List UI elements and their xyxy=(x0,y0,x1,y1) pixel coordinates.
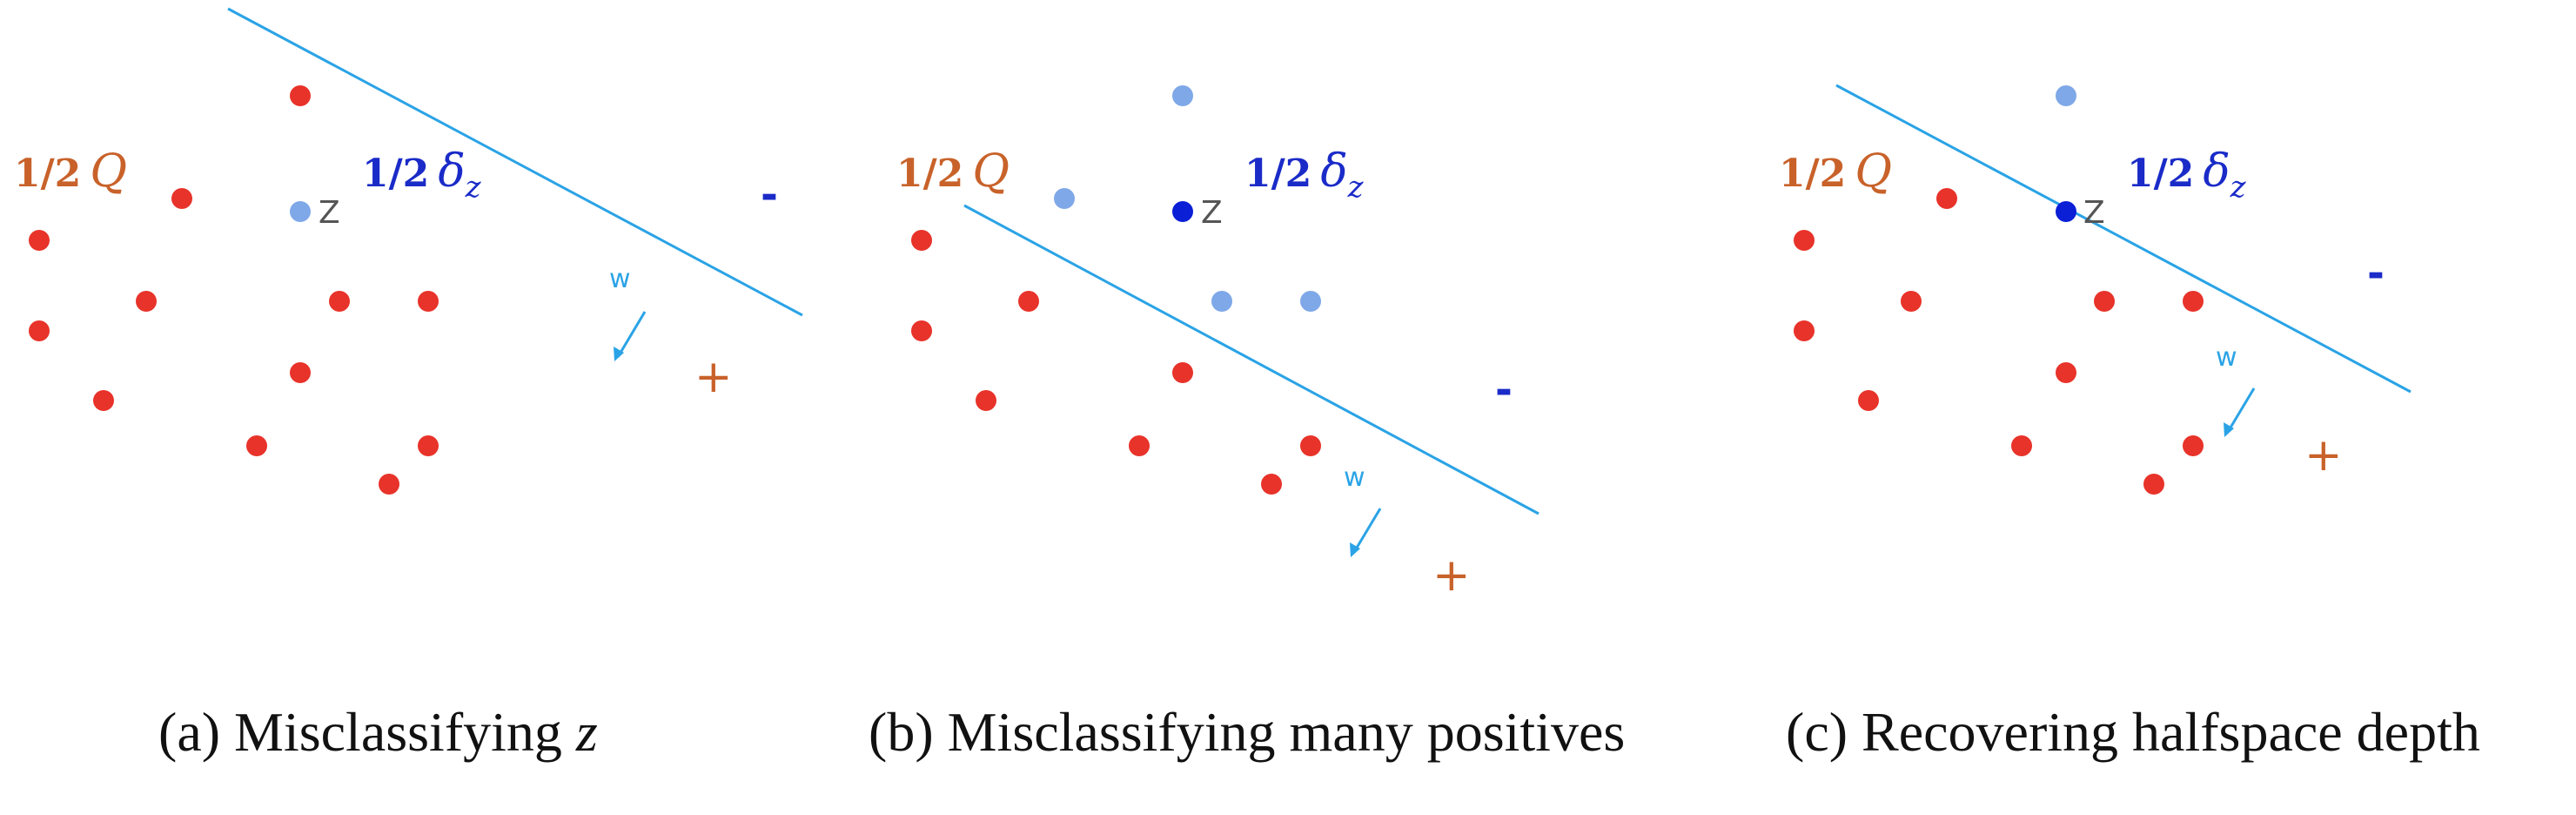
minus-sign: - xyxy=(761,171,778,219)
panel-a: Z 1/2 Q 1/2 δz - w + (a) Misclassifying z xyxy=(14,7,803,763)
negative-point xyxy=(2094,291,2115,312)
plus-sign: + xyxy=(1432,549,1471,602)
negative-point xyxy=(329,291,350,312)
plus-sign: + xyxy=(2304,429,2343,482)
minus-sign: - xyxy=(2367,249,2385,298)
separating-hyperplane xyxy=(227,7,803,317)
plus-sign: + xyxy=(694,351,733,403)
delta-z-label: 1/2 δz xyxy=(2127,145,2247,205)
positive-point xyxy=(1211,291,1232,312)
q-label: 1/2 Q xyxy=(14,145,127,198)
negative-point xyxy=(1300,435,1321,456)
w-label: w xyxy=(1344,462,1365,493)
negative-point xyxy=(29,320,50,341)
negative-point xyxy=(2183,435,2204,456)
q-label: 1/2 Q xyxy=(896,145,1010,198)
negative-point xyxy=(418,291,439,312)
point-z xyxy=(290,201,311,222)
negative-point xyxy=(2183,291,2204,312)
negative-point xyxy=(1794,230,1815,251)
positive-point xyxy=(2056,85,2076,106)
positive-point xyxy=(1300,291,1321,312)
negative-point xyxy=(93,390,114,411)
caption-a: (a) Misclassifying z xyxy=(158,701,598,763)
positive-points xyxy=(1054,85,1321,312)
negative-point xyxy=(976,390,996,411)
separating-hyperplane xyxy=(963,204,1540,515)
negative-point xyxy=(1018,291,1039,312)
panel-c: Z 1/2 Q 1/2 δz - w + (c) Recovering halfsp… xyxy=(1779,84,2480,763)
negative-point xyxy=(1936,188,1957,209)
negative-point xyxy=(1794,320,1815,341)
z-label: Z xyxy=(1201,195,1223,231)
point-z xyxy=(2056,201,2076,222)
negative-point xyxy=(1129,435,1150,456)
negative-point xyxy=(171,188,192,209)
w-label: w xyxy=(2216,342,2237,373)
negative-point xyxy=(911,320,932,341)
negative-point xyxy=(1172,362,1193,383)
negative-point xyxy=(136,291,157,312)
positive-point xyxy=(1054,188,1075,209)
negative-point xyxy=(911,230,932,251)
q-label: 1/2 Q xyxy=(1779,145,1892,198)
negative-point xyxy=(379,474,399,495)
separating-hyperplane xyxy=(1835,84,2412,394)
negative-point xyxy=(290,85,311,106)
negative-point xyxy=(246,435,267,456)
negative-point xyxy=(1901,291,1922,312)
negative-point xyxy=(2011,435,2032,456)
delta-z-label: 1/2 δz xyxy=(1244,145,1365,205)
w-label: w xyxy=(609,264,631,294)
negative-point xyxy=(2143,474,2164,495)
negative-point xyxy=(1858,390,1879,411)
negative-points xyxy=(29,85,439,495)
positive-points xyxy=(2056,85,2076,106)
normal-vector-arrow xyxy=(1350,508,1382,557)
z-label: Z xyxy=(2083,195,2105,231)
positive-point xyxy=(1172,85,1193,106)
minus-sign: - xyxy=(1495,366,1513,414)
caption-b: (b) Misclassifying many positives xyxy=(869,701,1625,763)
negative-points xyxy=(911,230,1321,495)
point-z xyxy=(1172,201,1193,222)
caption-c: (c) Recovering halfspace depth xyxy=(1786,701,2480,763)
negative-points xyxy=(1794,188,2204,495)
negative-point xyxy=(418,435,439,456)
normal-vector-arrow xyxy=(2224,387,2256,437)
normal-vector-arrow xyxy=(614,311,647,361)
negative-point xyxy=(29,230,50,251)
negative-point xyxy=(290,362,311,383)
negative-point xyxy=(2056,362,2076,383)
z-label: Z xyxy=(319,195,340,231)
delta-z-label: 1/2 δz xyxy=(362,145,482,205)
panel-b: Z 1/2 Q 1/2 δz - w + (b) Misclassifying ma… xyxy=(869,85,1625,763)
negative-point xyxy=(1261,474,1282,495)
